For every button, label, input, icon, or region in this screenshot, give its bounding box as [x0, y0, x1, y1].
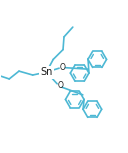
Text: Sn: Sn	[40, 67, 53, 77]
Text: O: O	[57, 81, 63, 90]
Text: O: O	[60, 63, 66, 72]
